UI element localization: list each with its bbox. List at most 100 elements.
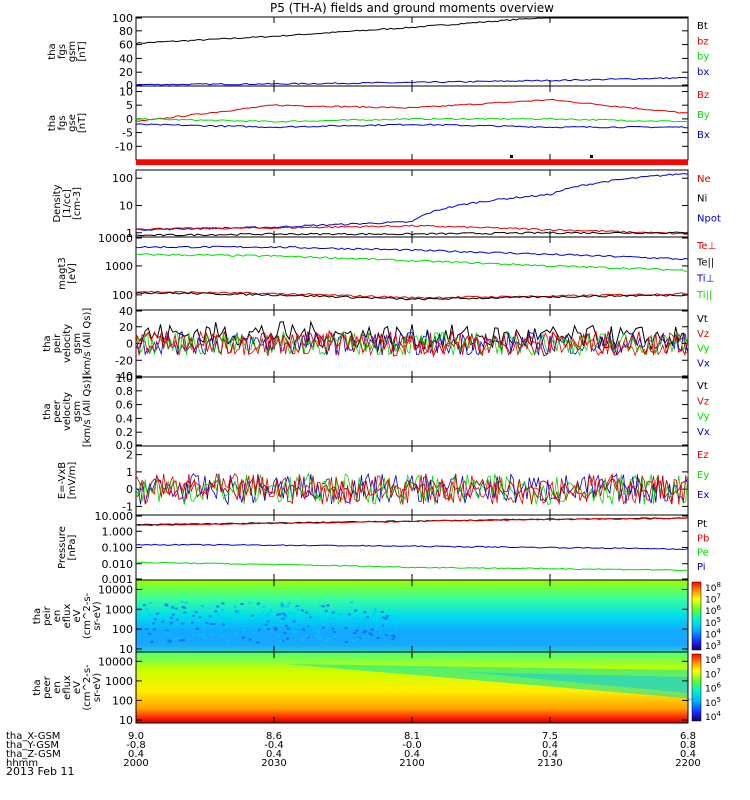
spectro-cell [195,627,199,630]
legend-pressure: Pi [697,562,706,573]
spectro-cell [369,620,373,623]
date-label: 2013 Feb 11 [6,765,74,778]
legend-pressure: Pb [697,533,709,544]
spectro-cell [363,611,367,614]
spectro-cell [152,622,156,625]
spectro-cell [198,633,202,636]
spectro-cell [385,632,389,635]
spectro-cell [251,638,255,641]
spectro-cell [183,606,187,609]
legend-peer_velocity: Vt [697,381,708,392]
spectro-region [466,672,688,693]
spectro-cell [365,618,369,621]
ytick-label: -1 [122,500,133,513]
ylabel-fgs_gsm: tha [47,43,58,59]
xaxis-value: -0.4 [264,740,284,751]
xaxis-value: 8.1 [404,731,420,742]
ylabel-density: [1/cc] [62,189,73,218]
ytick-label: 1.0 [116,372,134,385]
spectro-cell [374,625,378,628]
ytick-label: 20 [119,321,133,334]
spectro-cell [211,633,215,636]
spectro-cell [368,632,372,635]
spectro-cell [326,604,330,607]
series-fgs_gsm-bx [135,76,689,86]
spectro-cell [357,637,361,640]
spectro-cell [326,637,330,640]
spectro-cell [281,617,285,620]
ylabel-temp: [eV] [67,263,78,284]
xaxis-value: 6.8 [680,731,696,742]
xaxis-value: 7.5 [542,731,558,742]
spectro-cell [240,603,244,606]
spectro-cell [356,616,360,619]
series-density-Npot [135,173,689,231]
spectro-cell [143,604,147,607]
ylabel-peer_spec: en [52,681,63,694]
series-noise-peir_velocity [135,330,689,356]
ylabel-peer_velocity: tha [42,403,53,419]
ylabel-pressure: Pressure [57,526,68,569]
spectro-cell [164,603,168,606]
spectro-cell [167,639,171,642]
colorbar-tick-label: 108 [705,653,721,666]
spectro-cell [389,632,393,635]
legend-fgs_gse: Bz [697,90,709,101]
spectro-cell [148,613,152,616]
series-density-Ni [135,231,689,237]
spectro-cell [237,610,241,613]
spectro-cell [282,605,286,608]
spectro-cell [210,623,214,626]
series-fgs_gse-By [135,117,689,123]
spectro-cell [248,601,252,604]
spectro-cell [344,641,348,644]
series-pressure-Pb [135,517,689,527]
spectro-cell [274,628,278,631]
ylabel-efield: [mV/m] [67,462,78,500]
spectro-cell [383,638,387,641]
ylabel-peir_velocity: tha [42,335,53,351]
spectro-cell [171,613,175,616]
ylabel-peir_velocity: velocity [62,324,73,363]
spectro-cell [287,630,291,633]
spectro-cell [145,628,149,631]
spectro-cell [169,621,173,624]
ylabel-fgs_gsm: fgs [57,44,68,59]
spectro-cell [145,607,149,610]
spectro-cell [354,609,358,612]
spectro-cell [174,607,178,610]
spectro-cell [161,620,165,623]
spectro-cell [286,637,290,640]
xaxis-value: 0.4 [266,749,282,760]
spectrogram-peir_spec [136,580,688,652]
spectro-cell [281,639,285,642]
ytick-label: 20 [119,66,133,79]
spectro-cell [276,614,280,617]
frame-peer_velocity [135,376,689,447]
quality-flag-mark [510,155,513,158]
ytick-label: 0.2 [116,426,134,439]
xaxis-value: 8.6 [266,731,282,742]
legend-temp: Te⊥ [696,241,716,252]
ylabel-peir_spec: eV [72,609,83,622]
spectro-cell [307,626,311,629]
spectro-cell [296,608,300,611]
ytick-label: 100 [112,623,133,636]
legend-fgs_gsm: bz [697,36,709,47]
spectro-cell [304,635,308,638]
ylabel-peir_spec: tha [32,608,43,624]
colorbar-tick-label: 104 [705,627,721,640]
ylabel-peir_spec: eflux [62,604,73,629]
legend-peer_velocity: Vz [697,396,709,407]
ytick-label: -40 [115,370,133,383]
spectro-cell [319,604,323,607]
frame-density [135,169,689,238]
ytick-label: 40 [119,305,133,318]
ylabel-peer_spec: tha [32,679,43,695]
spectro-cell [293,618,297,621]
spectro-cell [321,605,325,608]
spectro-cell [225,640,229,643]
spectro-cell [324,640,328,643]
ytick-label: 1 [126,227,133,240]
spectro-cell [256,602,260,605]
